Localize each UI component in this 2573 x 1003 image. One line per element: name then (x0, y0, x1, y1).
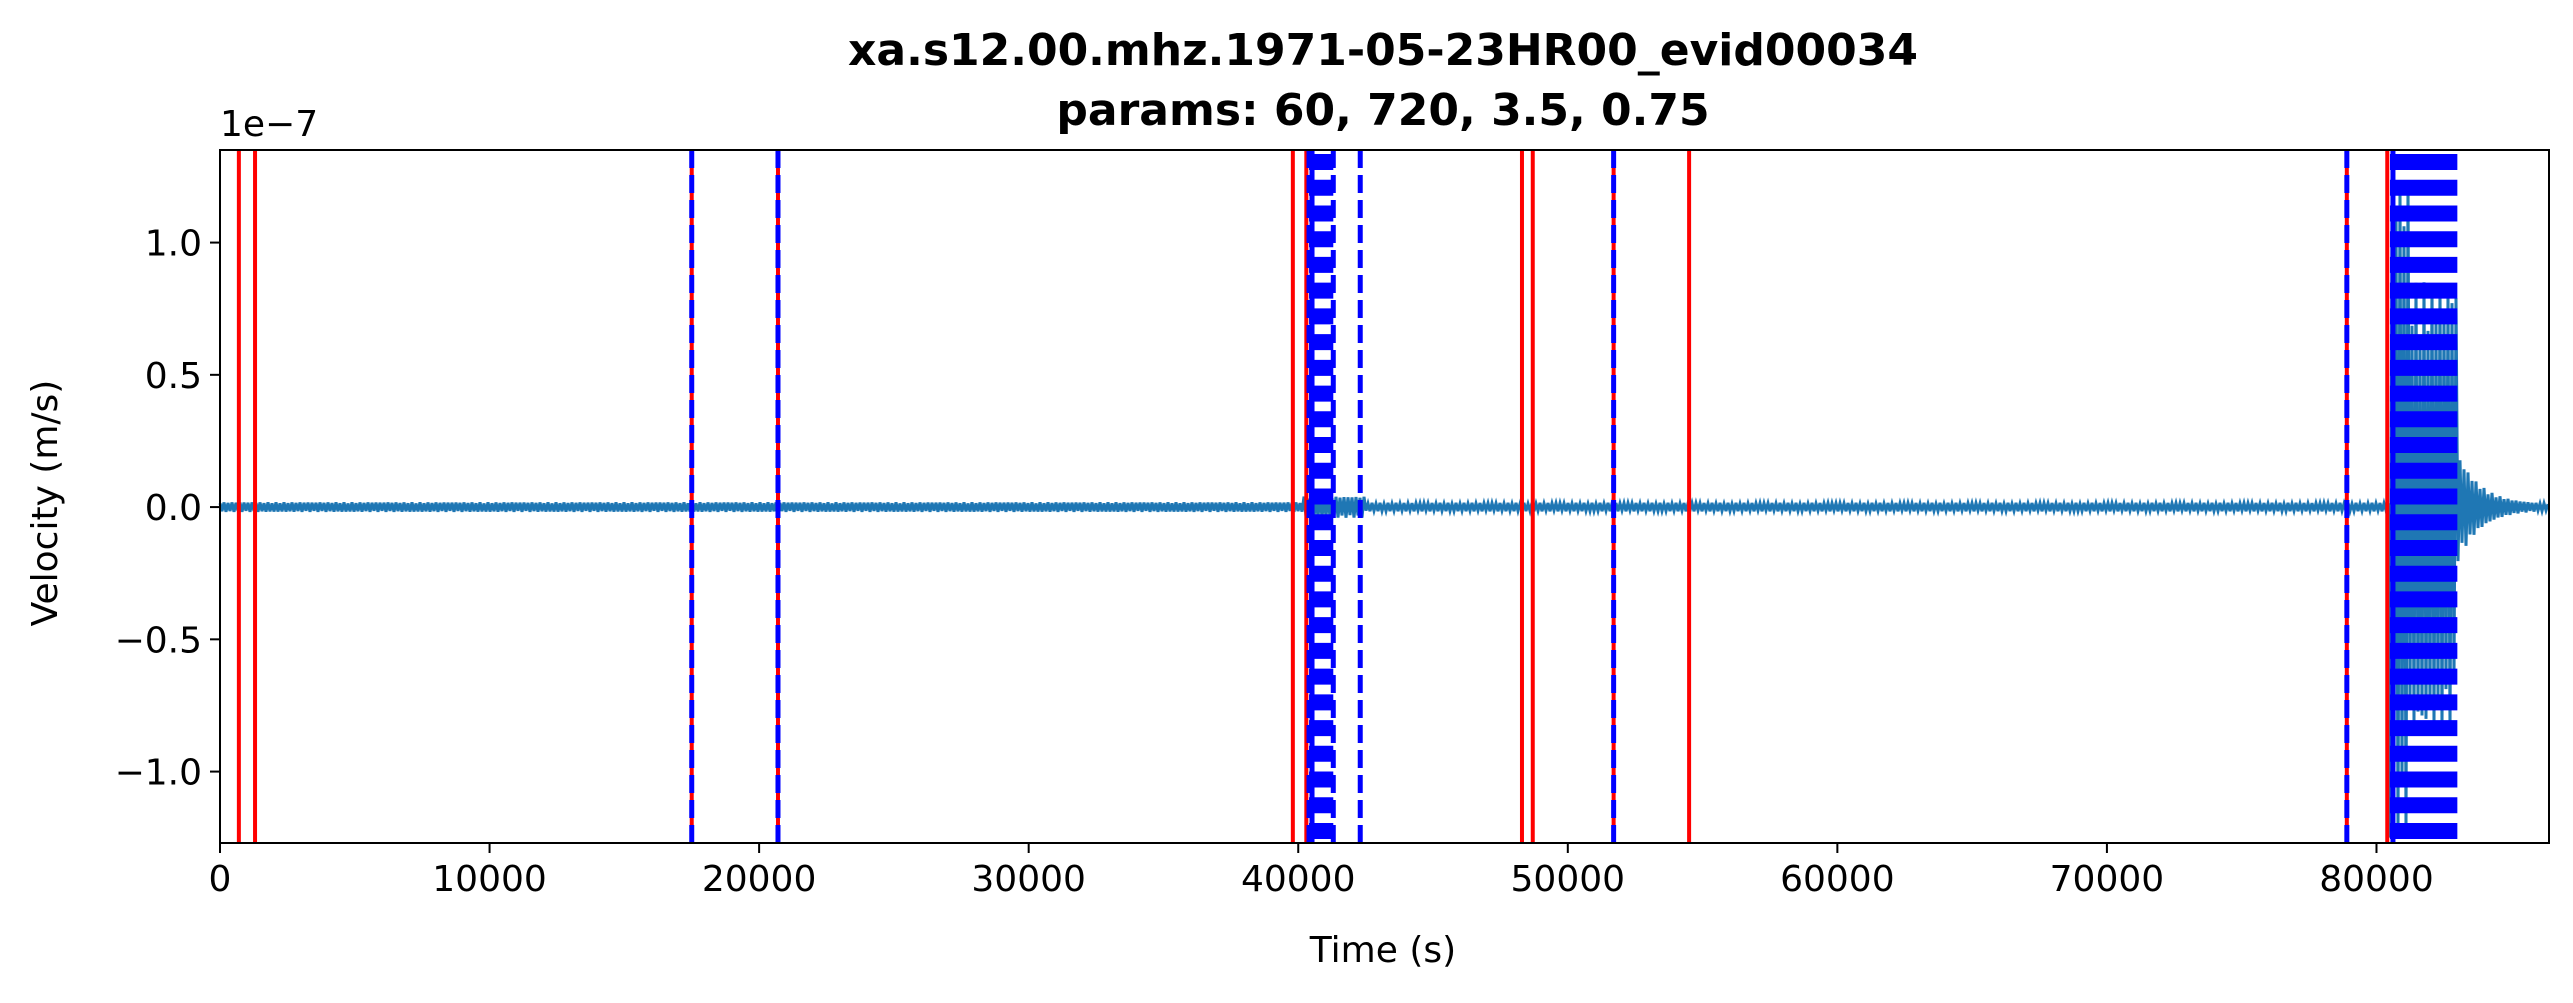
x-tick-label: 20000 (702, 859, 817, 900)
x-tick-label: 10000 (432, 859, 547, 900)
x-axis-label: Time (s) (1309, 930, 1456, 971)
x-tick-label: 70000 (2050, 859, 2165, 900)
trigger-off-lines (689, 150, 2350, 843)
y-axis-label: Velocity (m/s) (25, 380, 66, 627)
y-tick-label: 0.0 (145, 488, 202, 529)
y-tick-label: −0.5 (115, 620, 202, 661)
x-tick-label: 0 (209, 859, 232, 900)
trace-line (218, 180, 2550, 838)
y-tick-label: 1.0 (145, 224, 202, 265)
y-tick-label: 0.5 (145, 356, 202, 397)
y-axis-ticks: −1.0 −0.5 0.0 0.5 1.0 (115, 224, 220, 794)
seismic-trace (218, 180, 2550, 838)
x-tick-label: 80000 (2319, 859, 2434, 900)
trigger-off-bands (1309, 150, 2458, 843)
plot-frame (219, 149, 2550, 844)
plot-area (218, 149, 2550, 844)
x-axis-ticks: 0 10000 20000 30000 40000 50000 60000 70000 8000… (209, 843, 2434, 900)
chart-title: xa.s12.00.mhz.1971-05-23HR00_evid00034 (848, 25, 1918, 76)
chart-subtitle: params: 60, 720, 3.5, 0.75 (1056, 85, 1709, 136)
y-tick-label: −1.0 (115, 753, 202, 794)
plot-background (220, 150, 2549, 843)
x-tick-label: 30000 (971, 859, 1086, 900)
x-tick-label: 60000 (1780, 859, 1895, 900)
x-tick-label: 50000 (1511, 859, 1626, 900)
y-offset-label: 1e−7 (220, 104, 318, 145)
x-tick-label: 40000 (1241, 859, 1356, 900)
